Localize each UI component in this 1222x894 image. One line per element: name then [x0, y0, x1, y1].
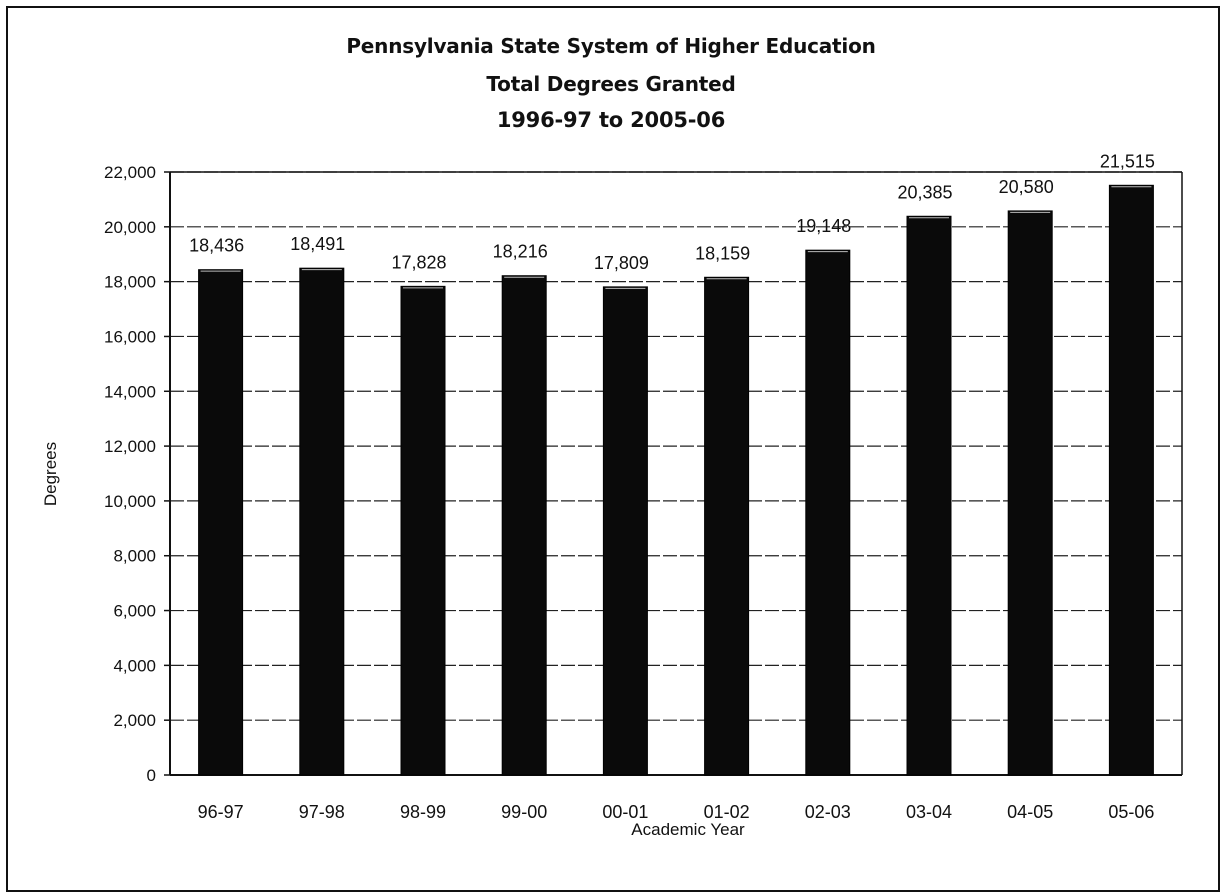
y-tick-label: 0 — [147, 766, 156, 785]
y-tick-label: 4,000 — [113, 656, 156, 675]
y-tick-label: 10,000 — [104, 492, 156, 511]
x-tick-label: 99-00 — [501, 802, 547, 822]
data-label: 20,385 — [897, 182, 952, 202]
bar — [299, 267, 345, 776]
data-label: 17,828 — [391, 252, 446, 272]
data-label: 18,436 — [189, 236, 244, 256]
y-tick-label: 2,000 — [113, 711, 156, 730]
y-tick-label: 22,000 — [104, 163, 156, 182]
data-label: 17,809 — [594, 253, 649, 273]
data-labels: 18,436 18,491 17,828 18,216 17,809 18,159 19,1… — [189, 151, 1155, 273]
bar — [198, 269, 244, 776]
tick-labels: 0 2,000 4,000 6,000 8,000 10,000 12,000 14,000 1… — [104, 163, 1154, 822]
y-tick-label: 20,000 — [104, 218, 156, 237]
x-tick-label: 00-01 — [602, 802, 648, 822]
x-tick-label: 03-04 — [906, 802, 952, 822]
x-tick-label: 05-06 — [1108, 802, 1154, 822]
bar — [501, 275, 547, 776]
y-axis-title: Degrees — [41, 442, 60, 506]
x-tick-label: 97-98 — [299, 802, 345, 822]
bar — [805, 249, 851, 776]
bar — [704, 276, 750, 776]
x-tick-label: 96-97 — [198, 802, 244, 822]
bar — [1108, 184, 1154, 776]
x-tick-label: 04-05 — [1007, 802, 1053, 822]
y-tick-label: 12,000 — [104, 437, 156, 456]
y-tick-label: 8,000 — [113, 547, 156, 566]
y-tick-label: 6,000 — [113, 602, 156, 621]
x-tick-label: 98-99 — [400, 802, 446, 822]
bar — [602, 286, 648, 776]
chart-title: Pennsylvania State System of Higher Educ… — [346, 34, 876, 58]
data-label: 18,159 — [695, 243, 750, 263]
y-tick-label: 16,000 — [104, 327, 156, 346]
y-tick-label: 14,000 — [104, 382, 156, 401]
x-tick-label: 01-02 — [704, 802, 750, 822]
data-label: 18,491 — [290, 234, 345, 254]
chart-frame — [6, 6, 1220, 892]
data-label: 21,515 — [1100, 151, 1155, 171]
x-axis-title: Academic Year — [631, 820, 745, 839]
x-tick-label: 02-03 — [805, 802, 851, 822]
bar — [1007, 210, 1053, 776]
y-tick-label: 18,000 — [104, 273, 156, 292]
chart-subtitle-line-1: Total Degrees Granted — [486, 72, 736, 96]
data-label: 18,216 — [493, 242, 548, 262]
data-label: 20,580 — [999, 177, 1054, 197]
bar — [906, 215, 952, 776]
chart-subtitle-line-2: 1996-97 to 2005-06 — [496, 108, 726, 132]
bar — [400, 285, 446, 776]
data-label: 19,148 — [796, 216, 851, 236]
bars — [198, 184, 1154, 776]
